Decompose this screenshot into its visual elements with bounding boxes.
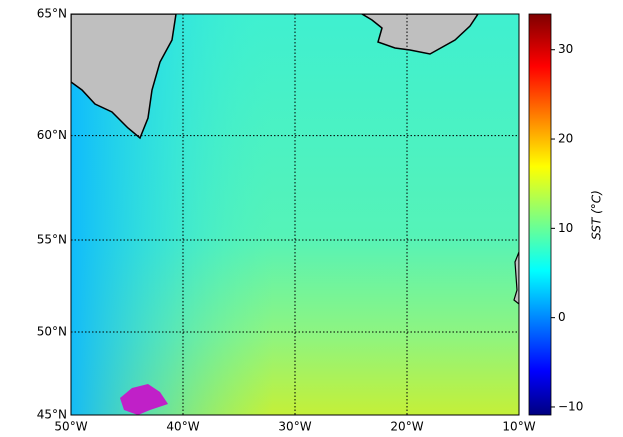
x-tick-label: 10°W [502,420,535,434]
colorbar-tick-label: 10 [558,221,573,235]
iceland [360,14,479,55]
colorbar-tick-label: 20 [558,132,573,146]
y-tick-label: 65°N [37,7,67,21]
y-tick-label: 45°N [37,408,67,422]
map-frame [70,13,520,416]
x-tick-label: 40°W [166,420,199,434]
greenland [71,14,177,140]
x-tick-label: 20°W [390,420,423,434]
y-tick-label: 60°N [37,128,67,142]
colorbar [528,13,552,416]
y-tick-label: 50°N [37,325,67,339]
ice-patch [120,384,168,415]
y-tick-label: 55°N [37,232,67,246]
colorbar-tick-label: −10 [558,399,583,413]
coast [513,251,519,305]
colorbar-label: SST (°C) [590,190,604,240]
x-tick-label: 50°W [54,420,87,434]
x-tick-label: 30°W [278,420,311,434]
colorbar-tick-label: 0 [558,310,566,324]
colorbar-tick-label: 30 [558,42,573,56]
